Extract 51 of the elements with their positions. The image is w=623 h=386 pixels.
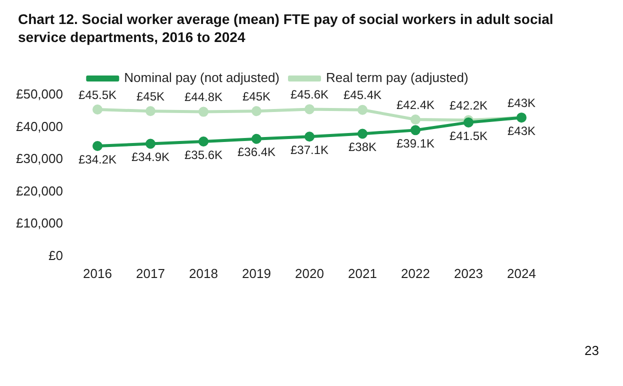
point: [145, 138, 156, 149]
text: 23: [584, 343, 599, 358]
point: [304, 104, 314, 114]
data-label: £42.2K: [449, 98, 488, 112]
y-tick-label: £50,000: [16, 86, 63, 102]
point: [92, 104, 102, 115]
data-label: £45K: [136, 89, 165, 104]
x-tick-label: 2019: [242, 266, 271, 281]
data-label: £34.9K: [131, 150, 170, 164]
x-tick-label: 2024: [507, 266, 536, 281]
point: [357, 104, 368, 115]
x-tick-label: 2016: [83, 266, 112, 281]
data-label: £34.2K: [78, 152, 117, 166]
data-label: £38K: [348, 140, 377, 154]
y-tick-label: £40,000: [16, 118, 63, 134]
data-label: £45K: [242, 89, 271, 104]
point: [410, 125, 420, 136]
data-label: £41.5K: [449, 128, 488, 143]
point: [198, 136, 208, 146]
y-tick-label: £30,000: [16, 151, 63, 166]
data-label: £42.4K: [396, 98, 435, 112]
point: [145, 106, 156, 116]
point: [92, 141, 102, 152]
chart-title: Chart 12. Social worker average (mean) FTE pay of social workers in adult social service departments, 2016 to 2024: [17, 10, 554, 47]
data-label: £39.1K: [396, 136, 435, 150]
x-tick-label: 2021: [348, 266, 377, 281]
data-label: £35.6K: [184, 148, 223, 162]
data-label: £43K: [507, 124, 536, 138]
data-label: £37.1K: [290, 142, 329, 157]
data-label: £36.4K: [237, 145, 276, 160]
data-label: £45.5K: [78, 88, 117, 102]
legend-label: Real term pay (adjusted): [326, 70, 468, 86]
data-label: £43K: [507, 96, 536, 110]
y-tick-label: £20,000: [16, 183, 63, 198]
y-tick-label: £10,000: [16, 216, 63, 231]
data-label: £44.8K: [184, 90, 223, 104]
y-tick-label: £0: [48, 248, 63, 263]
point: [251, 134, 262, 144]
data-label: £45.6K: [290, 88, 329, 102]
point: [251, 106, 262, 116]
x-tick-label: 2023: [454, 266, 483, 281]
x-tick-label: 2022: [401, 266, 430, 281]
data-label: £45.4K: [343, 88, 382, 102]
point: [357, 128, 368, 139]
point: [304, 132, 314, 142]
x-tick-label: 2020: [295, 266, 324, 281]
x-tick-label: 2018: [189, 266, 218, 281]
legend-label: Nominal pay (not adjusted): [124, 70, 280, 86]
point: [410, 114, 420, 125]
point: [198, 106, 208, 117]
x-tick-label: 2017: [136, 266, 165, 281]
